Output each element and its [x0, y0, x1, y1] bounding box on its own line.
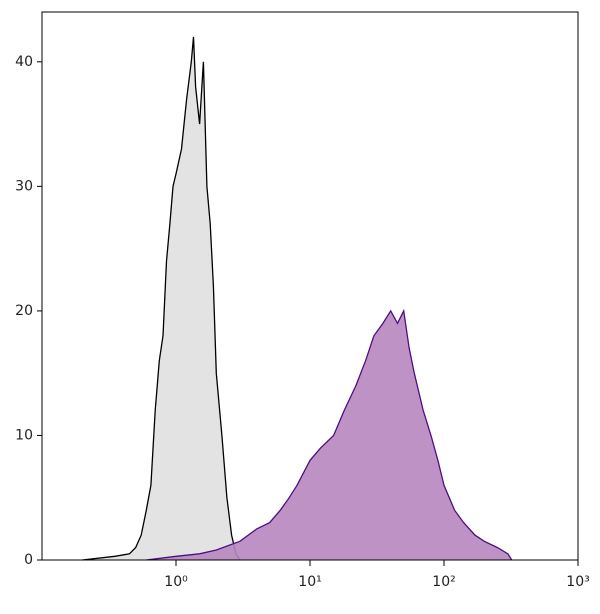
area-line — [146, 308, 513, 561]
x-tick-label: 10³ — [566, 574, 589, 590]
area-fill — [146, 310, 512, 560]
x-tick-label: 10¹ — [298, 574, 321, 590]
y-tick-label: 10 — [15, 427, 33, 443]
area-line — [82, 36, 241, 561]
y-tick-label: 30 — [15, 178, 33, 194]
y-tick-label: 0 — [24, 552, 33, 568]
y-tick-label: 40 — [15, 54, 33, 70]
y-tick-label: 20 — [15, 303, 33, 319]
x-tick-label: 10⁰ — [164, 574, 188, 590]
area-fill — [82, 36, 240, 560]
x-tick-label: 10² — [432, 574, 455, 590]
